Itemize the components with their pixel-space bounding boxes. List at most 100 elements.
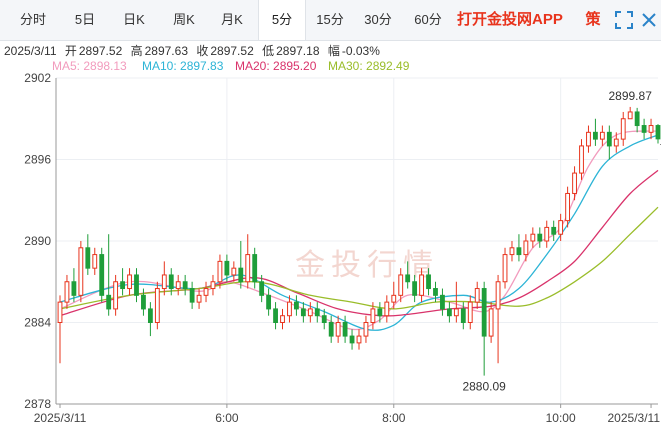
candle-up <box>231 267 237 276</box>
candle-down <box>405 274 411 283</box>
candle-up <box>363 322 369 337</box>
ma20-legend: MA20: 2895.20 <box>235 59 317 73</box>
change-value: -0.03% <box>341 44 380 58</box>
x-tick-label: 6:00 <box>215 411 239 425</box>
candle-up <box>245 254 251 283</box>
y-tick-label: 2902 <box>24 71 51 85</box>
open-app-link[interactable]: 打开金投网APP <box>457 11 563 28</box>
fullscreen-icon[interactable] <box>613 9 635 31</box>
price-annotation: 2899.87 <box>608 89 652 103</box>
candle-up <box>210 281 216 290</box>
x-tick-label: 2025/3/11 <box>608 411 661 425</box>
candle-down <box>551 226 557 235</box>
tab-60-minute[interactable]: 60分 <box>414 12 442 27</box>
candle-down <box>593 131 598 140</box>
x-tick-label: 10:00 <box>546 411 576 425</box>
ma5-legend: MA5: 2898.13 <box>52 59 127 73</box>
candle-up <box>287 301 292 317</box>
candle-up <box>509 247 515 256</box>
candle-up <box>502 254 508 283</box>
moving-average-lines <box>59 130 659 331</box>
tab-monthly-k[interactable]: 月K <box>221 12 243 27</box>
candle-down <box>314 308 320 317</box>
candle-up <box>175 281 181 290</box>
candle-up <box>64 281 70 303</box>
ma5-line <box>59 130 659 331</box>
candle-up <box>154 288 160 323</box>
candles <box>57 106 661 376</box>
candle-down <box>259 281 265 296</box>
tab-weekly-k[interactable]: 周K <box>173 12 195 27</box>
open-label: 开 <box>64 44 77 58</box>
candle-up <box>579 145 584 174</box>
candle-down <box>641 125 647 133</box>
candle-down <box>655 125 661 140</box>
tab-daily-k[interactable]: 日K <box>123 12 145 27</box>
candle-up <box>488 308 494 337</box>
close-icon[interactable] <box>638 9 660 31</box>
candle-down <box>134 274 139 296</box>
candle-up <box>398 274 404 296</box>
candle-up <box>495 281 501 310</box>
y-tick-label: 2878 <box>24 397 51 411</box>
candle-up <box>203 288 209 296</box>
strategy-icon[interactable]: 策 <box>585 11 601 28</box>
x-tick-label: 8:00 <box>382 411 406 425</box>
open-value: 2897.52 <box>78 44 123 58</box>
close-value: 2897.52 <box>210 44 254 58</box>
candle-down <box>446 308 452 317</box>
candle-down <box>537 233 543 242</box>
candle-up <box>523 240 529 256</box>
candle-up <box>161 274 167 290</box>
tab-15-minute[interactable]: 15分 <box>316 12 344 27</box>
candle-down <box>189 288 195 303</box>
watermark: 金投行情 <box>295 249 439 282</box>
tab-30-minute[interactable]: 30分 <box>364 12 392 27</box>
candle-down <box>321 315 327 324</box>
close-label: 收 <box>196 44 209 58</box>
candle-down <box>182 281 188 290</box>
candle-down <box>412 281 418 296</box>
high-label: 高 <box>130 44 143 58</box>
candle-down <box>85 247 91 269</box>
candle-down <box>460 308 466 323</box>
price-annotation: 2880.09 <box>462 380 506 394</box>
candle-up <box>384 301 390 317</box>
candle-up <box>648 125 654 133</box>
tab-5-minute[interactable]: 5分 <box>258 0 306 40</box>
ma10-line <box>59 134 659 331</box>
chart-grid <box>56 77 658 405</box>
ohlc-info-bar: 2025/3/11 开 2897.52 高 2897.63 收 2897.52 低 28… <box>4 42 385 59</box>
candle-down <box>377 308 383 317</box>
candle-up <box>530 233 536 242</box>
x-tick-label: 2025/3/11 <box>34 411 87 425</box>
change-label: 幅 <box>327 44 340 58</box>
candle-up <box>391 294 397 303</box>
candle-down <box>634 111 640 127</box>
candle-down <box>224 260 230 276</box>
candle-up <box>217 260 223 283</box>
candle-up <box>57 301 63 323</box>
candle-down <box>99 254 105 296</box>
candle-down <box>440 294 445 310</box>
y-tick-label: 2896 <box>24 153 51 167</box>
candle-up <box>586 131 591 147</box>
candle-down <box>147 308 153 323</box>
candle-up <box>307 308 313 317</box>
candle-up <box>370 308 376 323</box>
candle-down <box>433 288 438 296</box>
candle-down <box>300 308 306 317</box>
tab-intraday[interactable]: 分时 <box>19 12 46 27</box>
candle-up <box>453 308 459 317</box>
low-label: 低 <box>262 44 275 58</box>
candle-down <box>120 281 125 290</box>
candle-up <box>599 131 605 140</box>
candle-up <box>558 220 564 235</box>
candle-down <box>606 131 612 147</box>
candle-down <box>342 322 348 337</box>
candle-up <box>419 274 424 296</box>
tab-5-day[interactable]: 5日 <box>74 12 96 27</box>
y-tick-label: 2884 <box>24 316 51 330</box>
